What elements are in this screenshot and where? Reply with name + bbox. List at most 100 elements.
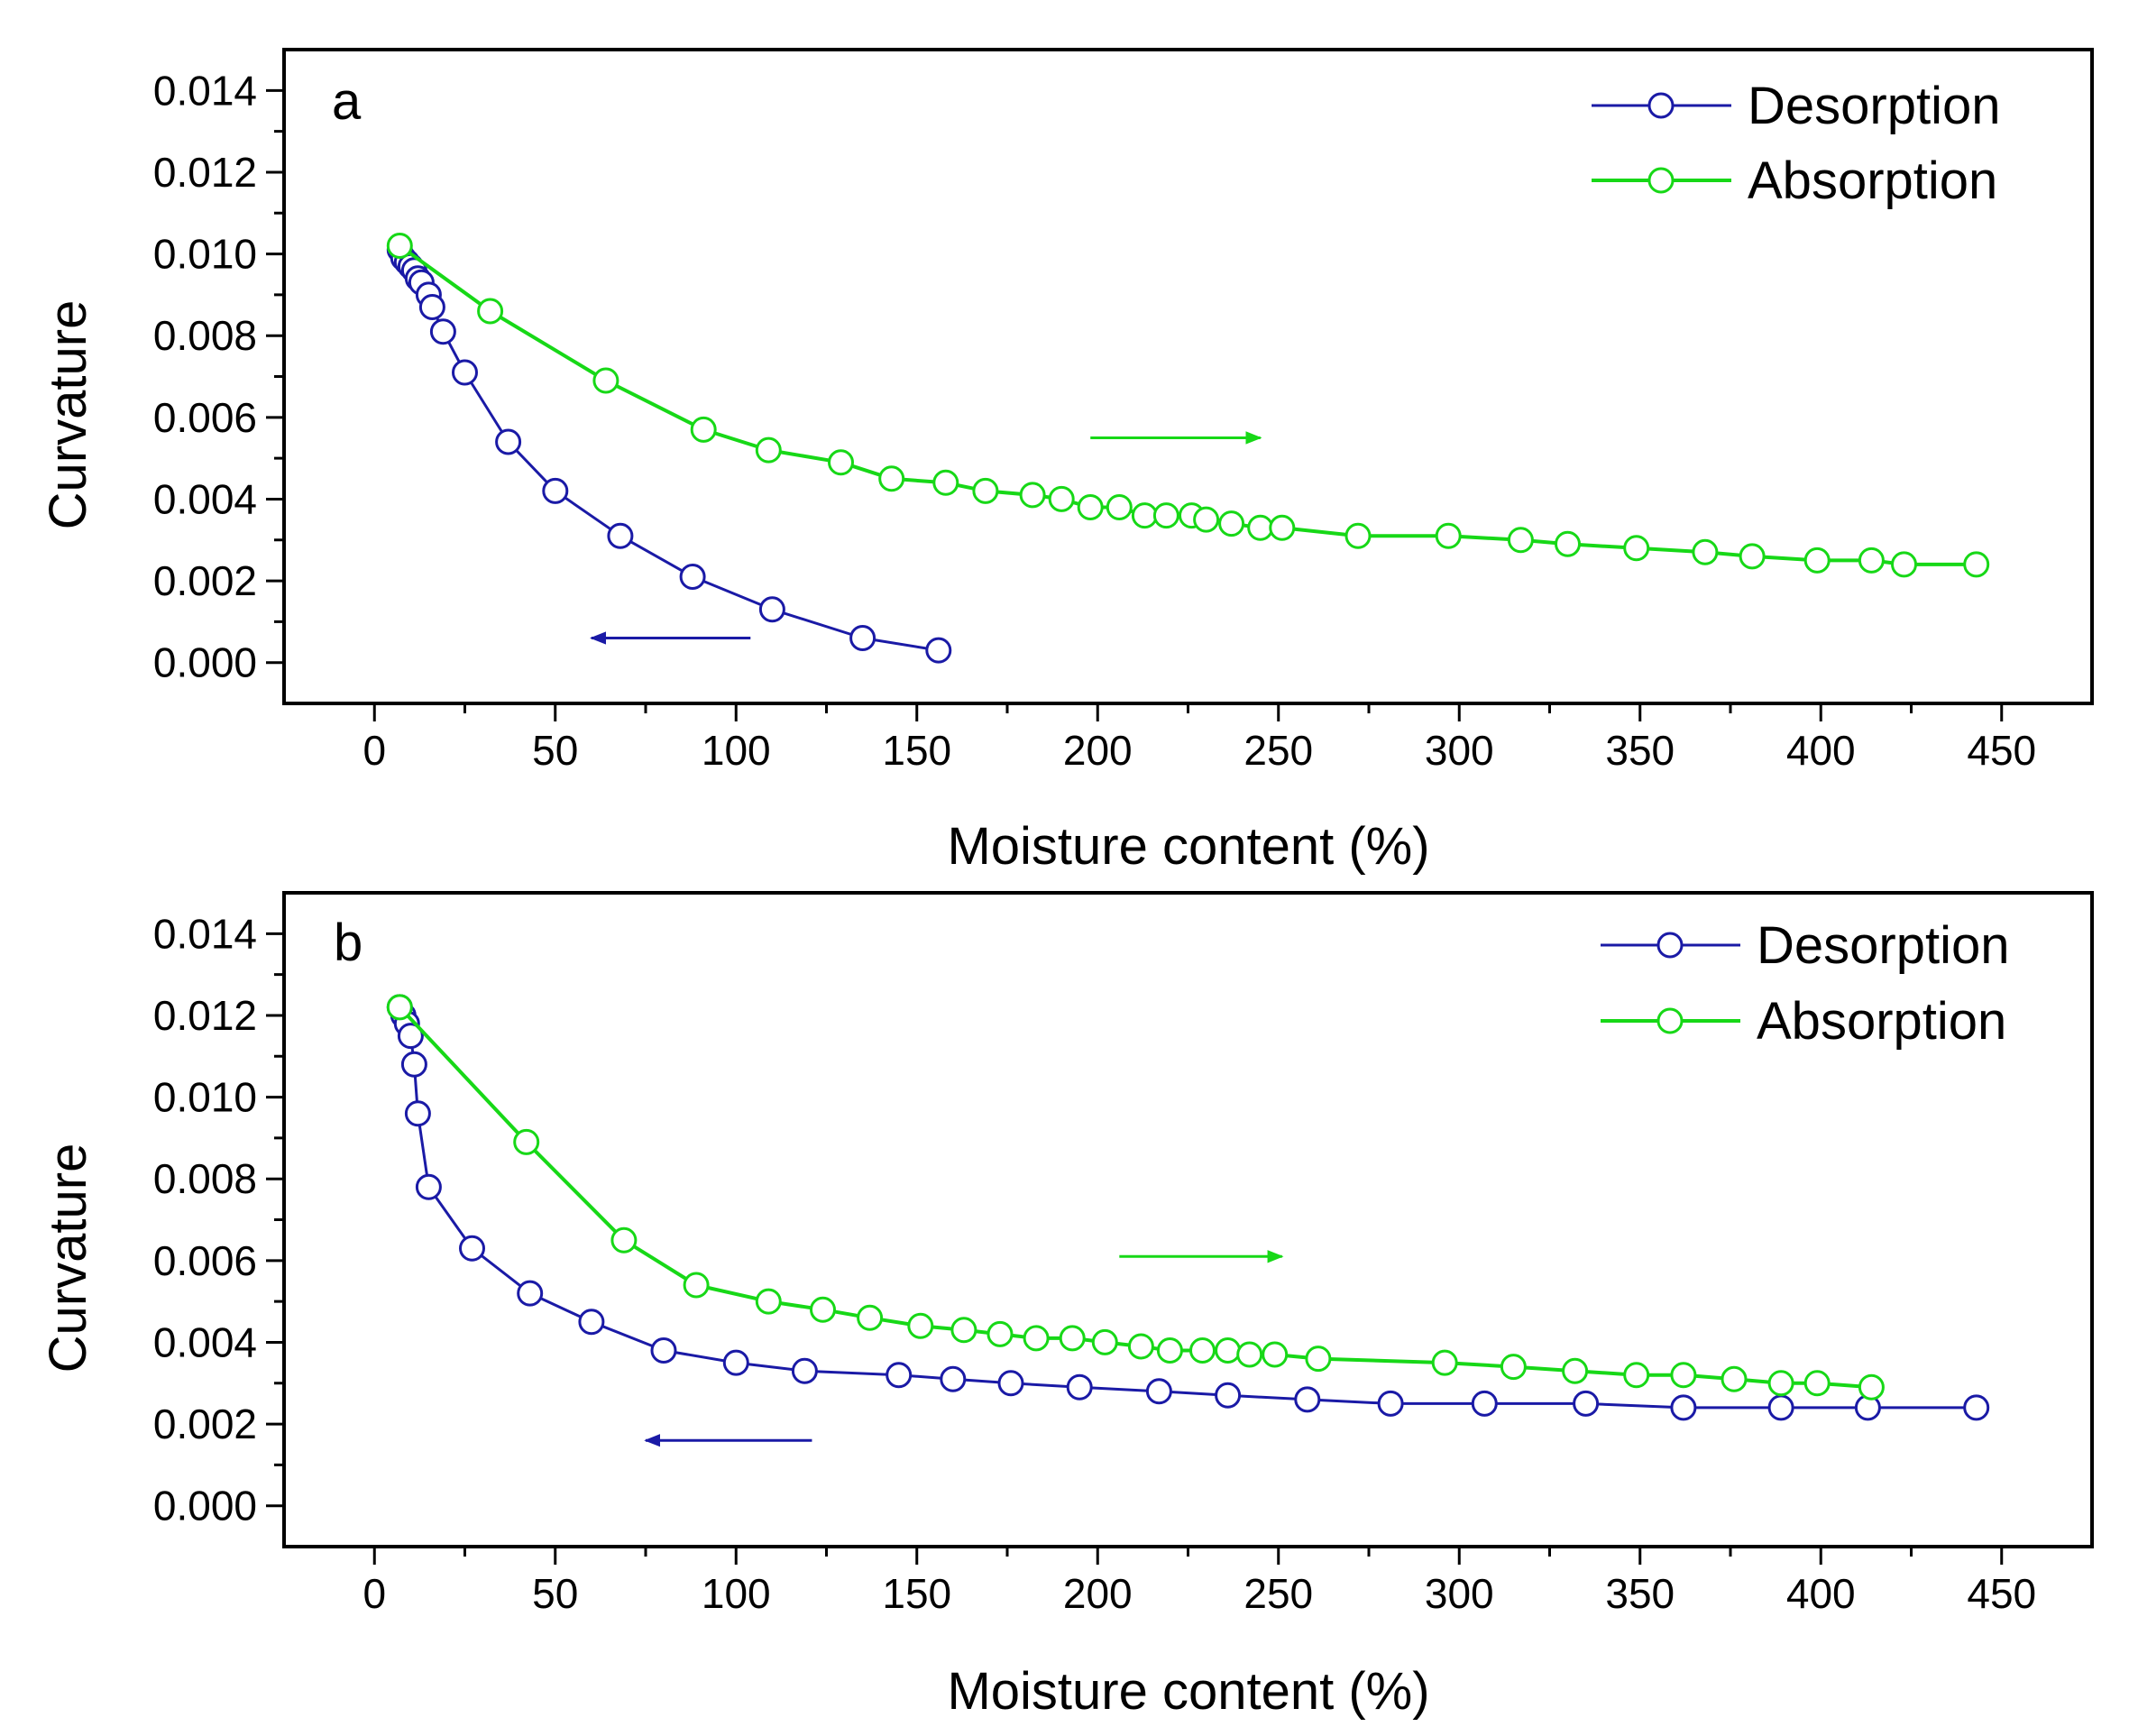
x-tick-label: 300 — [1425, 727, 1494, 774]
data-point-desorption — [679, 564, 706, 590]
x-tick-label: 200 — [1063, 727, 1133, 774]
x-tick-label: 100 — [702, 1570, 771, 1617]
data-point-desorption — [429, 318, 456, 345]
data-point-desorption — [791, 1357, 818, 1384]
data-point-desorption — [418, 294, 445, 320]
data-point-absorption — [1269, 514, 1296, 541]
data-point-absorption — [1152, 502, 1179, 529]
series-line-absorption — [398, 1005, 1874, 1390]
data-point-absorption — [972, 477, 999, 504]
data-point-absorption — [810, 1296, 836, 1323]
data-point-desorption — [1294, 1386, 1321, 1413]
data-point-desorption — [1670, 1394, 1697, 1421]
x-tick-label: 450 — [1967, 1570, 2036, 1617]
data-point-absorption — [1193, 506, 1220, 533]
x-tick-label: 0 — [362, 727, 386, 774]
legend-item-absorption: Absorption — [1592, 152, 1997, 210]
data-point-desorption — [758, 596, 785, 623]
data-point-absorption — [477, 298, 504, 325]
panel-label: b — [334, 914, 362, 972]
x-tick-label: 400 — [1786, 1570, 1856, 1617]
data-point-absorption — [1023, 1325, 1050, 1352]
y-tick-label: 0.014 — [153, 910, 257, 957]
y-tick-label: 0.000 — [153, 639, 257, 686]
data-point-absorption — [1019, 482, 1046, 509]
y-tick-label: 0.012 — [153, 992, 257, 1039]
data-point-absorption — [1127, 1333, 1154, 1360]
data-point-desorption — [925, 637, 952, 664]
data-point-absorption — [1305, 1346, 1332, 1373]
data-point-absorption — [932, 469, 959, 496]
data-point-absorption — [1803, 1370, 1831, 1397]
direction-arrows — [644, 1250, 1284, 1447]
panel-a: 0 50 100 150 200 250 300 350 400 450 0.000 0.002 0.0… — [39, 48, 2094, 876]
x-tick-label: 250 — [1243, 1570, 1313, 1617]
data-point-absorption — [828, 449, 854, 476]
legend-item-absorption: Absorption — [1601, 992, 2006, 1051]
data-point-desorption — [404, 1100, 431, 1127]
data-point-absorption — [1623, 535, 1650, 562]
y-tick-label: 0.010 — [153, 1074, 257, 1121]
series-layer — [386, 994, 1990, 1421]
data-point-absorption — [386, 994, 413, 1021]
legend-marker-absorption — [1647, 167, 1675, 194]
y-tick-label: 0.012 — [153, 149, 257, 196]
data-point-desorption — [452, 359, 478, 386]
panel-label: a — [332, 72, 362, 131]
legend-marker-absorption — [1656, 1007, 1684, 1034]
data-point-absorption — [1692, 538, 1719, 565]
data-point-absorption — [1131, 502, 1158, 529]
data-point-absorption — [1858, 1373, 1885, 1401]
series-layer — [386, 233, 1990, 664]
axis-ticks: 0 50 100 150 200 250 300 350 400 450 0.000 0.002 0.0… — [153, 910, 2036, 1617]
data-point-desorption — [517, 1280, 544, 1307]
direction-arrows — [590, 431, 1262, 645]
x-axis-label: Moisture content (%) — [947, 1662, 1429, 1721]
data-point-absorption — [1156, 1337, 1183, 1364]
data-point-absorption — [755, 1288, 782, 1315]
data-point-desorption — [886, 1362, 913, 1389]
legend-label-desorption: Desorption — [1757, 916, 2009, 975]
data-point-absorption — [1891, 551, 1917, 578]
data-point-absorption — [1215, 1337, 1242, 1364]
data-point-absorption — [1803, 547, 1831, 574]
data-point-desorption — [607, 522, 634, 549]
data-point-absorption — [1739, 543, 1766, 570]
data-point-absorption — [1218, 510, 1245, 537]
x-tick-label: 150 — [882, 1570, 951, 1617]
data-point-desorption — [459, 1235, 485, 1262]
y-tick-label: 0.008 — [153, 312, 257, 359]
data-point-absorption — [878, 465, 905, 492]
data-point-absorption — [1963, 551, 1990, 578]
data-point-absorption — [1048, 485, 1075, 512]
plot-frame — [282, 891, 2094, 1548]
data-point-absorption — [1106, 494, 1133, 520]
legend-item-desorption: Desorption — [1592, 77, 2000, 135]
data-point-absorption — [1077, 494, 1104, 520]
data-point-absorption — [1721, 1365, 1748, 1392]
data-point-absorption — [907, 1312, 934, 1339]
data-point-absorption — [690, 416, 717, 443]
data-point-absorption — [1623, 1362, 1650, 1389]
data-point-desorption — [650, 1337, 677, 1364]
x-tick-label: 300 — [1425, 1570, 1494, 1617]
x-tick-label: 150 — [882, 727, 951, 774]
x-tick-label: 400 — [1786, 727, 1856, 774]
data-point-absorption — [1555, 530, 1581, 557]
legend-marker-desorption — [1647, 92, 1675, 119]
data-point-absorption — [1091, 1328, 1118, 1355]
data-point-absorption — [610, 1226, 638, 1254]
x-tick-label: 200 — [1063, 1570, 1133, 1617]
x-tick-label: 450 — [1967, 727, 2036, 774]
legend: Desorption Absorption — [1601, 916, 2009, 1051]
y-tick-label: 0.004 — [153, 475, 257, 522]
data-point-desorption — [1767, 1394, 1794, 1421]
data-point-desorption — [397, 1023, 424, 1050]
data-point-desorption — [849, 625, 876, 651]
data-point-absorption — [1562, 1357, 1589, 1384]
x-tick-label: 50 — [532, 1570, 578, 1617]
data-point-absorption — [1500, 1354, 1527, 1381]
legend-marker-desorption — [1656, 932, 1684, 959]
data-point-absorption — [1247, 514, 1274, 541]
data-point-absorption — [1507, 527, 1534, 554]
